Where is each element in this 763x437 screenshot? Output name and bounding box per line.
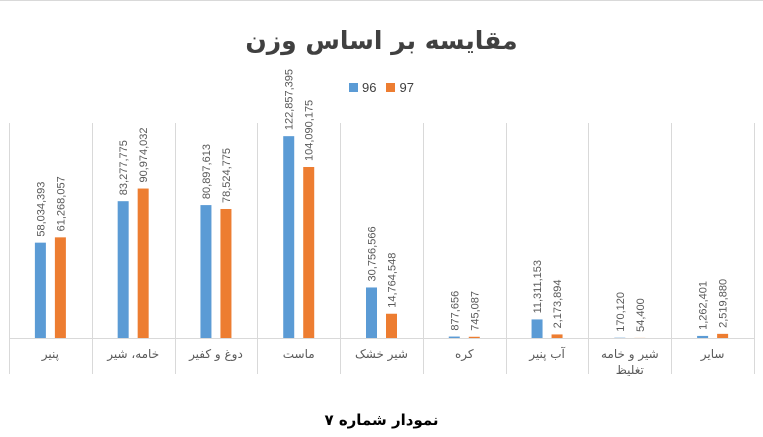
data-label-96-3: 80,897,613 <box>201 144 213 199</box>
bar-97-4 <box>303 166 315 338</box>
data-label-96-7: 11,311,153 <box>532 260 544 313</box>
category-label-7: آب پنیر <box>528 346 565 362</box>
data-label-97-5: 14,764,548 <box>387 253 399 308</box>
data-label-96-1: 58,034,393 <box>35 182 47 237</box>
data-label-97-8: 54,400 <box>635 298 647 332</box>
bar-96-2 <box>117 201 129 338</box>
bar-96-5 <box>366 287 377 338</box>
data-label-96-8: 170,120 <box>615 292 627 332</box>
category-label-3: دوغ و کفیر <box>188 347 243 362</box>
bar-97-9 <box>717 333 729 338</box>
category-label-2: خامه، شیر <box>106 347 159 362</box>
bar-96-3 <box>200 205 212 338</box>
bar-97-3 <box>220 208 232 338</box>
data-label-96-5: 30,756,566 <box>367 226 379 281</box>
legend-label-97: 97 <box>399 80 414 95</box>
legend-item-97: 97 <box>386 80 414 95</box>
data-label-96-4: 122,857,395 <box>284 69 296 130</box>
plot-svg: 58,034,393 61,268,057 پنیر 83,277,775 90,974… <box>9 69 755 377</box>
figure-caption: نمودار شماره ۷ <box>324 411 439 429</box>
data-label-97-9: 2,519,880 <box>718 279 730 328</box>
chart-title: مقایسه بر اساس وزن <box>245 26 518 55</box>
category-label-8: شیر و خامه <box>601 347 659 362</box>
bar-96-9 <box>697 335 709 338</box>
category-label-8: تغلیظ <box>616 363 644 377</box>
category-label-4: ماست <box>283 347 315 361</box>
data-label-97-7: 2,173,894 <box>552 279 564 328</box>
bar-97-6 <box>468 336 480 338</box>
category-label-5: شیر خشک <box>355 347 408 362</box>
bar-96-4 <box>283 136 295 338</box>
bar-97-1 <box>54 237 66 338</box>
legend: 96 97 <box>349 80 424 95</box>
bar-97-2 <box>137 188 149 338</box>
data-label-97-3: 78,524,775 <box>221 148 233 203</box>
chart-area: مقایسه بر اساس وزن 96 97 58,034,393 61,26… <box>0 0 763 377</box>
data-label-97-2: 90,974,032 <box>138 127 150 182</box>
data-label-96-9: 1,262,401 <box>698 281 710 330</box>
bar-97-7 <box>551 334 563 338</box>
data-label-97-4: 104,090,175 <box>304 100 316 161</box>
category-label-1: پنیر <box>41 347 59 362</box>
legend-label-96: 96 <box>362 80 377 95</box>
data-label-96-6: 877,656 <box>449 291 461 331</box>
bar-96-7 <box>531 319 543 338</box>
category-label-6: کره <box>455 347 474 362</box>
bar-97-5 <box>386 313 397 338</box>
category-label-9: سایر <box>700 347 725 362</box>
top-border <box>0 0 763 1</box>
bar-96-6 <box>448 336 460 338</box>
data-label-96-2: 83,277,775 <box>118 140 130 195</box>
data-label-97-1: 61,268,057 <box>55 176 67 231</box>
legend-swatch-96 <box>349 83 358 92</box>
bar-96-1 <box>34 242 46 338</box>
data-label-97-6: 745,087 <box>469 291 481 331</box>
legend-swatch-97 <box>386 83 396 92</box>
legend-item-96: 96 <box>349 80 376 95</box>
